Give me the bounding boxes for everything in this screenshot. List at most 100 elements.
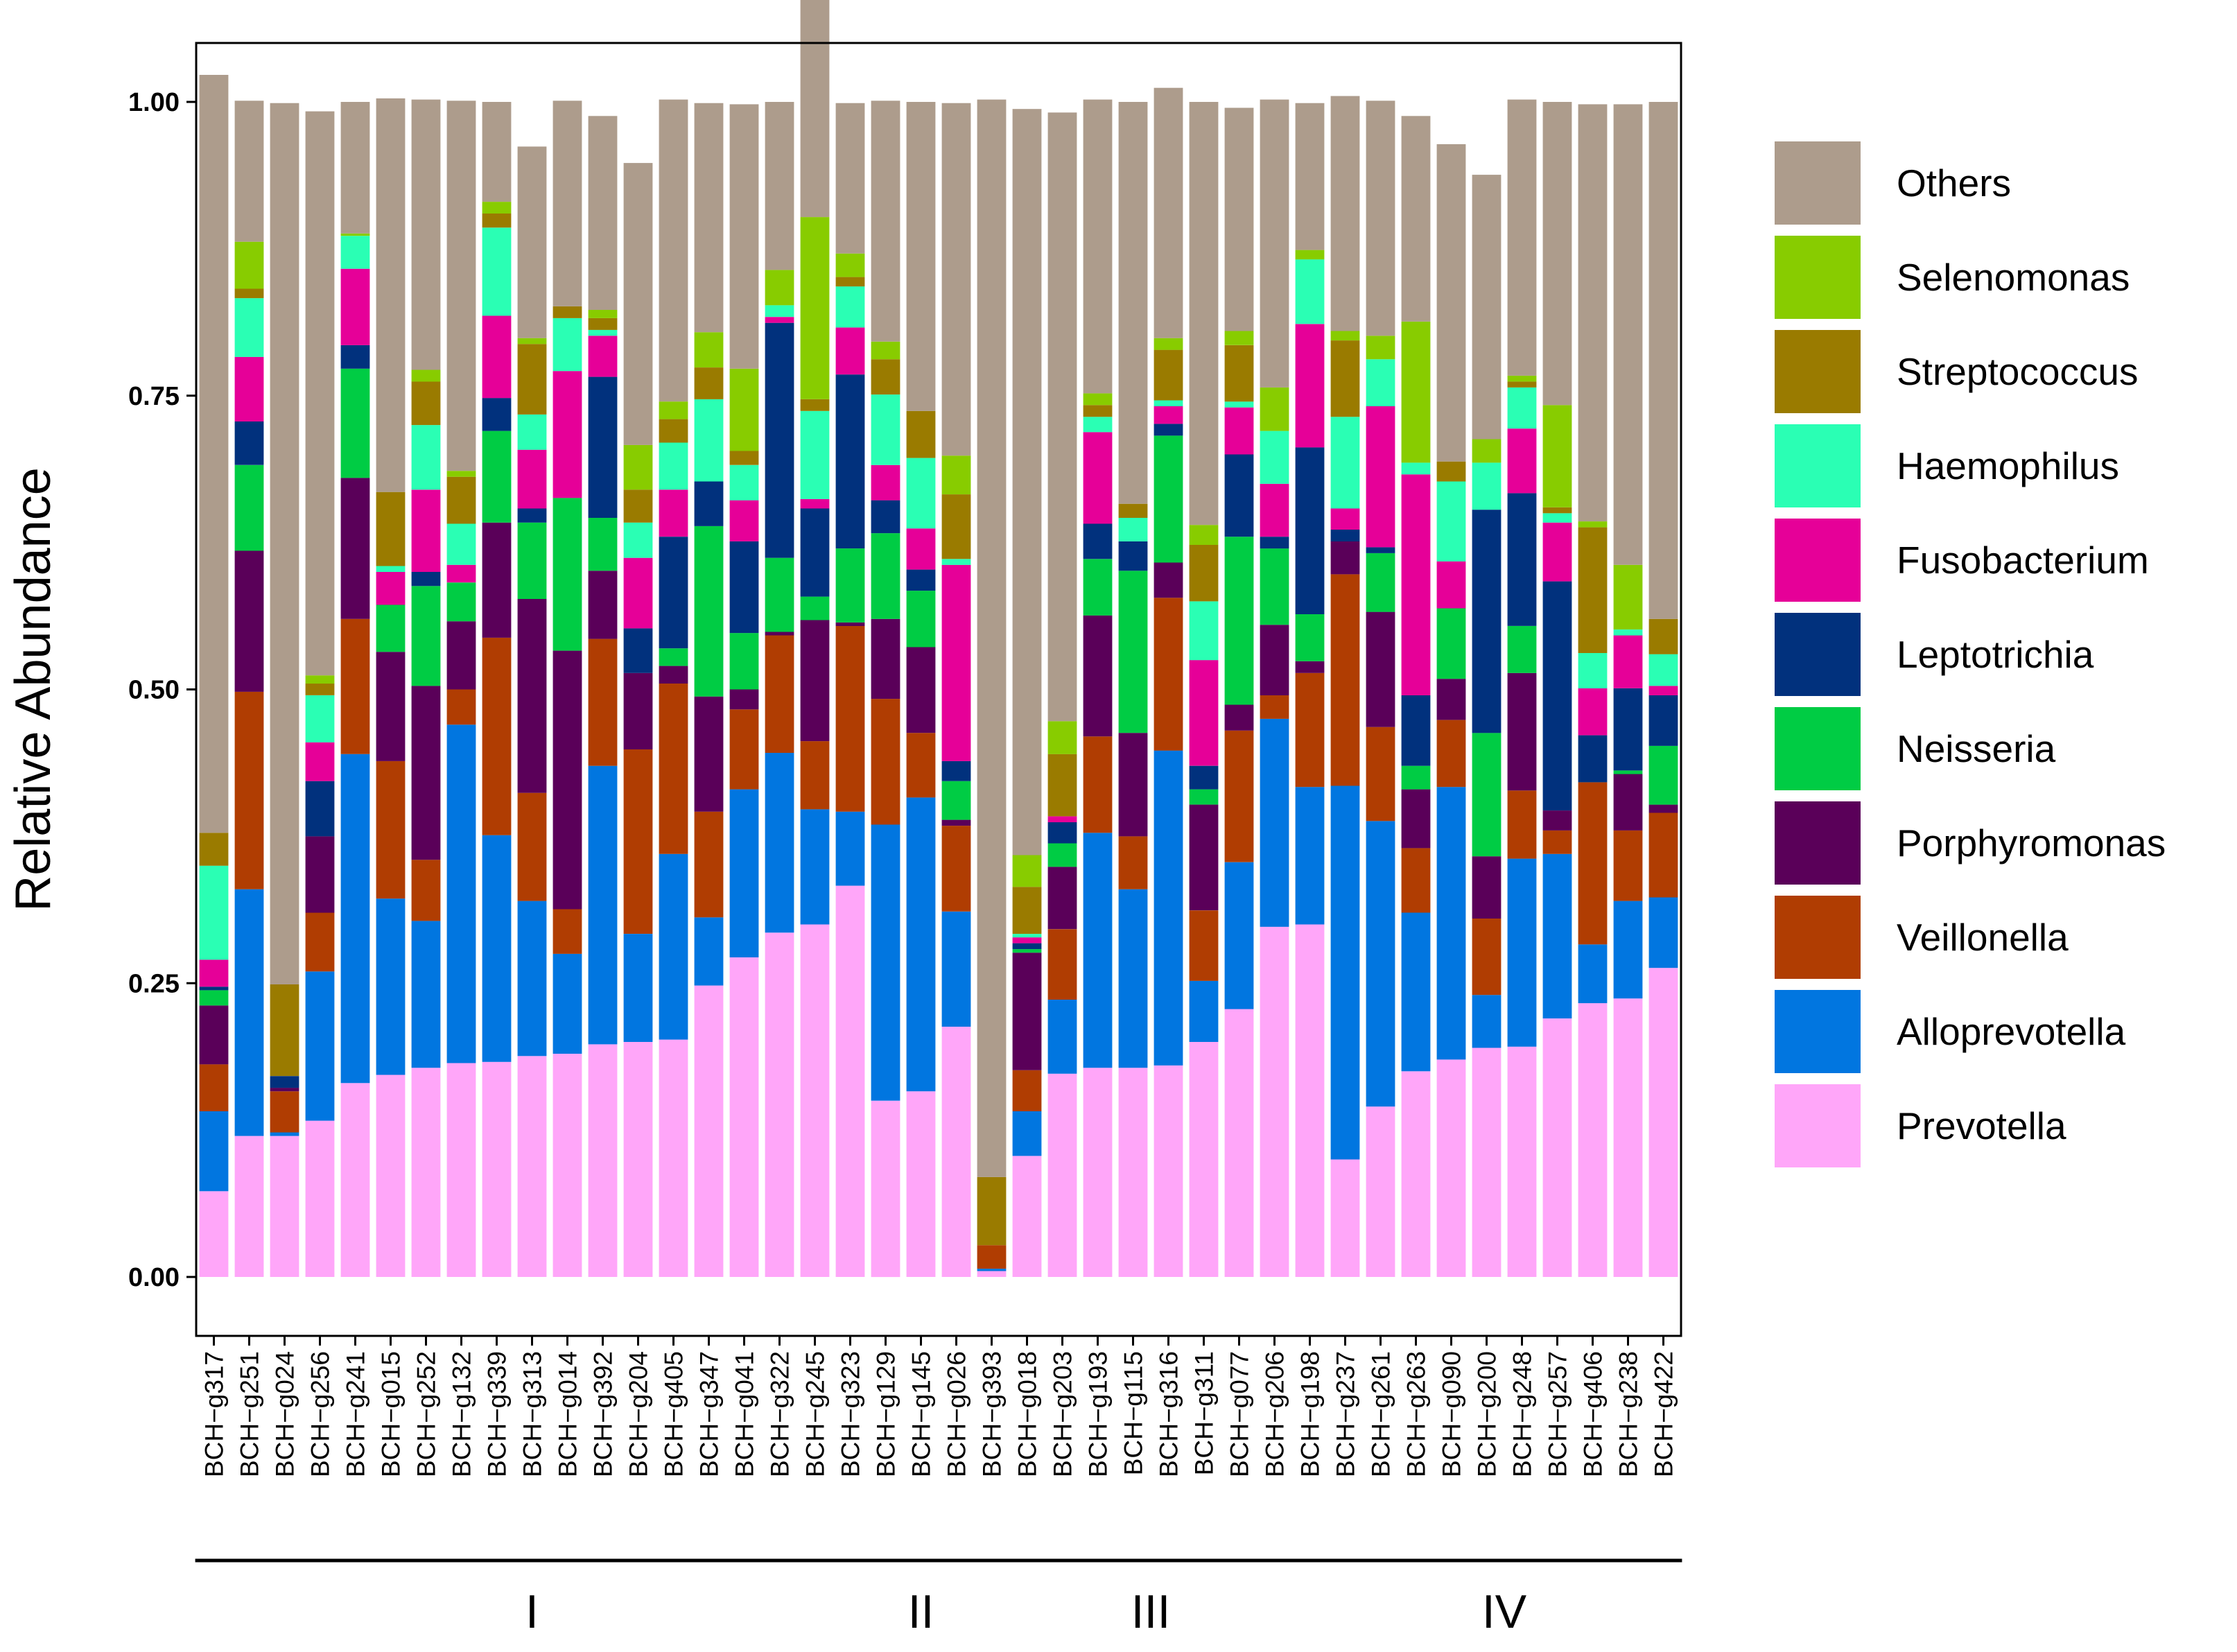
bar-segment-porphyromonas xyxy=(659,666,688,684)
bar-segment-alloprevotella xyxy=(871,824,900,1101)
x-tick-label: BCH−g392 xyxy=(589,1351,618,1477)
bar-stack-25 xyxy=(1083,99,1113,1277)
bar-segment-others xyxy=(1012,109,1042,855)
bar-segment-haemophilus xyxy=(482,227,512,316)
bar-stack-24 xyxy=(1047,112,1077,1277)
bar-segment-leptotrichia xyxy=(1260,537,1289,549)
bar-segment-porphyromonas xyxy=(1118,733,1148,837)
legend-label: Haemophilus xyxy=(1897,444,2119,487)
bar-segment-neisseria xyxy=(552,498,582,651)
group-I: I xyxy=(195,1558,869,1638)
legend-label: Neisseria xyxy=(1897,727,2056,770)
bar-segment-streptococcus xyxy=(977,1176,1007,1246)
bar-segment-porphyromonas xyxy=(800,620,830,742)
bar-segment-streptococcus xyxy=(234,288,264,299)
x-tick-label: BCH−g198 xyxy=(1296,1351,1325,1477)
bar-stack-2 xyxy=(270,103,299,1277)
bar-segment-leptotrichia xyxy=(1401,695,1431,766)
bar-segment-veillonella xyxy=(1047,929,1077,1000)
bar-segment-porphyromonas xyxy=(1295,661,1325,673)
bar-segment-veillonella xyxy=(1012,1070,1042,1111)
y-tick-label: 0.00 xyxy=(128,1263,180,1292)
bar-stack-30 xyxy=(1260,99,1289,1277)
bar-segment-fusobacterium xyxy=(800,498,830,509)
bar-segment-prevotella xyxy=(1154,1065,1183,1277)
bar-segment-others xyxy=(729,104,759,369)
bar-segment-streptococcus xyxy=(1083,405,1113,417)
bar-stack-3 xyxy=(305,111,335,1277)
bar-segment-selenomonas xyxy=(1083,393,1113,406)
bar-segment-neisseria xyxy=(1189,789,1219,805)
bar-segment-selenomonas xyxy=(1295,250,1325,260)
bar-segment-streptococcus xyxy=(588,318,618,330)
bar-segment-prevotella xyxy=(1295,924,1325,1277)
group-III: III xyxy=(973,1558,1329,1638)
bar-stack-40 xyxy=(1613,104,1643,1277)
bar-segment-alloprevotella xyxy=(482,835,512,1062)
bar-segment-leptotrichia xyxy=(1578,735,1608,783)
bar-stack-20 xyxy=(906,102,936,1277)
x-tick-label: BCH−g263 xyxy=(1402,1351,1431,1477)
bar-segment-others xyxy=(1507,99,1537,376)
x-tick-label: BCH−g251 xyxy=(236,1351,264,1477)
bar-segment-others xyxy=(305,111,335,676)
bar-segment-prevotella xyxy=(1330,1159,1360,1277)
y-axis-label: Relative Abundance xyxy=(6,467,61,911)
bar-segment-leptotrichia xyxy=(1648,695,1678,746)
x-tick-label: BCH−g090 xyxy=(1438,1351,1466,1477)
legend-label: Veillonella xyxy=(1897,916,2069,959)
legend-item-fusobacterium: Fusobacterium xyxy=(1772,516,2149,605)
bar-segment-neisseria xyxy=(941,781,971,820)
bar-segment-haemophilus xyxy=(340,236,370,269)
bar-segment-haemophilus xyxy=(694,399,724,482)
bar-segment-selenomonas xyxy=(1047,721,1077,754)
bar-segment-haemophilus xyxy=(1436,481,1466,562)
bar-segment-alloprevotella xyxy=(1295,787,1325,925)
bar-stack-19 xyxy=(871,101,900,1278)
bar-segment-streptococcus xyxy=(1189,545,1219,602)
x-tick-label: BCH−g193 xyxy=(1084,1351,1113,1477)
x-tick-label: BCH−g237 xyxy=(1332,1351,1360,1477)
bar-segment-streptococcus xyxy=(1507,381,1537,388)
bar-segment-neisseria xyxy=(871,533,900,619)
x-tick-label: BCH−g204 xyxy=(625,1351,653,1477)
bar-segment-fusobacterium xyxy=(411,489,441,572)
bar-segment-leptotrichia xyxy=(1366,547,1395,553)
bar-segment-veillonella xyxy=(1118,836,1148,889)
x-tick-label: BCH−g316 xyxy=(1155,1351,1183,1477)
bar-segment-selenomonas xyxy=(588,310,618,318)
legend-swatch xyxy=(1772,1081,1863,1170)
bar-segment-leptotrichia xyxy=(411,572,441,586)
bar-segment-fusobacterium xyxy=(1578,688,1608,736)
bar-segment-others xyxy=(1260,99,1289,388)
bar-segment-neisseria xyxy=(1366,553,1395,612)
bar-stack-31 xyxy=(1295,103,1325,1277)
bar-segment-alloprevotella xyxy=(552,953,582,1054)
bar-segment-fusobacterium xyxy=(1648,686,1678,695)
bar-segment-veillonella xyxy=(977,1245,1007,1269)
legend-swatch xyxy=(1772,516,1863,605)
bar-segment-porphyromonas xyxy=(234,550,264,692)
bar-segment-alloprevotella xyxy=(694,917,724,986)
legend-label: Leptotrichia xyxy=(1897,633,2094,676)
bar-segment-others xyxy=(1118,102,1148,504)
bar-segment-veillonella xyxy=(305,912,335,972)
bar-segment-veillonella xyxy=(376,760,406,899)
legend-swatch xyxy=(1772,799,1863,887)
bar-segment-porphyromonas xyxy=(376,652,406,761)
bar-segment-others xyxy=(906,102,936,411)
bar-segment-alloprevotella xyxy=(376,898,406,1075)
bar-segment-porphyromonas xyxy=(729,689,759,710)
x-tick-label: BCH−g248 xyxy=(1508,1351,1537,1477)
bar-segment-veillonella xyxy=(694,811,724,918)
bar-segment-fusobacterium xyxy=(588,336,618,377)
bar-segment-fusobacterium xyxy=(765,317,794,323)
bar-segment-streptococcus xyxy=(1154,349,1183,401)
bar-segment-porphyromonas xyxy=(411,686,441,860)
bar-segment-others xyxy=(199,75,229,833)
bar-segment-neisseria xyxy=(800,596,830,620)
bar-segment-porphyromonas xyxy=(906,647,936,733)
bar-segment-veillonella xyxy=(270,1091,299,1133)
bar-segment-fusobacterium xyxy=(729,500,759,541)
legend-item-streptococcus: Streptococcus xyxy=(1772,327,2139,416)
